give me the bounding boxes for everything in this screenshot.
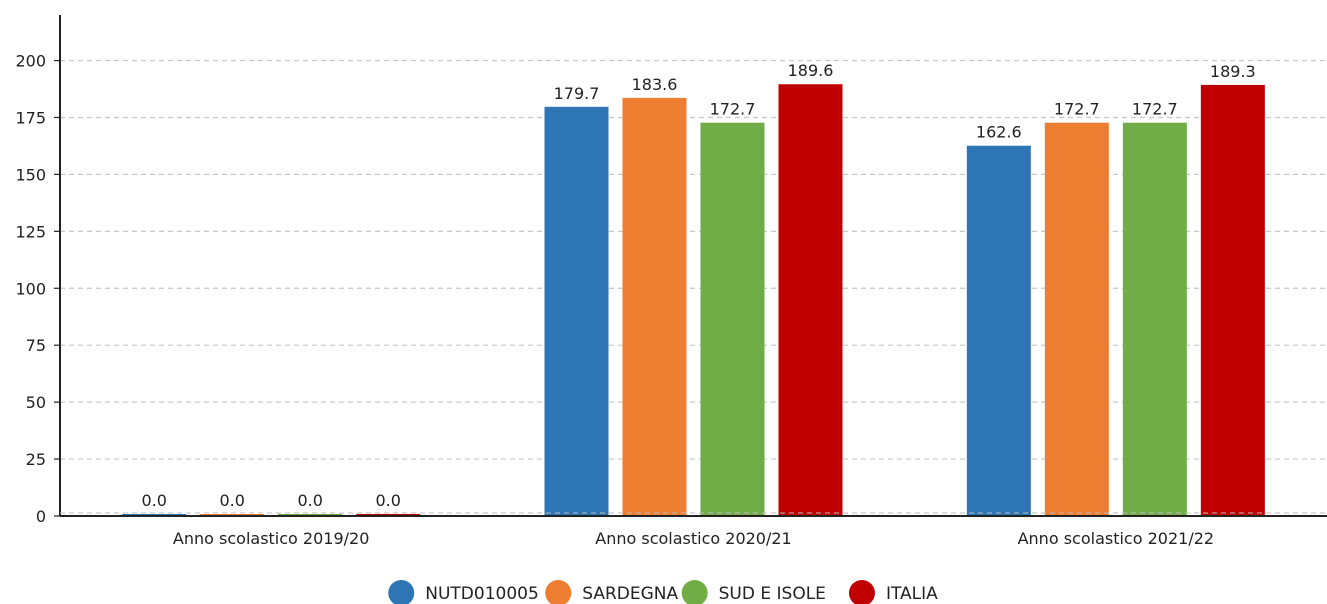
data-labels: 0.0 0.0 0.0 0.0 179.7 183.6 172.7 189.6 162.6 172… <box>141 61 1255 510</box>
y-tick-label: 50 <box>26 393 46 412</box>
data-label: 0.0 <box>297 491 322 510</box>
y-tick-label: 200 <box>15 52 46 71</box>
y-tick-label: 75 <box>26 336 46 355</box>
data-label: 189.6 <box>788 61 834 80</box>
legend-label: SUD E ISOLE <box>719 584 826 604</box>
bar-nutd010005 <box>544 106 609 516</box>
legend: NUTD010005 SARDEGNA SUD E ISOLE ITALIA <box>388 580 938 604</box>
bar-sud-e-isole <box>700 122 765 516</box>
bar-sardegna <box>622 97 687 516</box>
data-label: 0.0 <box>141 491 166 510</box>
x-axis-categories: Anno scolastico 2019/20 Anno scolastico 2… <box>173 529 1214 548</box>
legend-label: SARDEGNA <box>582 584 678 604</box>
data-label: 0.0 <box>219 491 244 510</box>
y-tick-label: 0 <box>36 507 46 526</box>
data-label: 172.7 <box>1054 100 1100 119</box>
data-label: 162.6 <box>976 123 1022 142</box>
y-axis-ticks: 0 25 50 75 100 125 150 175 200 <box>15 52 60 526</box>
x-category-label: Anno scolastico 2020/21 <box>595 529 791 548</box>
data-label: 189.3 <box>1210 62 1256 81</box>
x-category-label: Anno scolastico 2021/22 <box>1018 529 1214 548</box>
y-tick-label: 150 <box>15 165 46 184</box>
bar-italia <box>1200 84 1265 517</box>
legend-label: ITALIA <box>886 584 938 604</box>
y-tick-label: 25 <box>26 450 46 469</box>
legend-swatch <box>848 580 875 604</box>
x-category-label: Anno scolastico 2019/20 <box>173 529 369 548</box>
bar-sud-e-isole <box>1122 122 1187 516</box>
bar-nutd010005 <box>966 145 1031 516</box>
y-tick-label: 125 <box>15 222 46 241</box>
data-label: 172.7 <box>1132 100 1178 119</box>
bars <box>122 84 1265 517</box>
y-tick-label: 175 <box>15 108 46 127</box>
y-tick-label: 100 <box>15 279 46 298</box>
legend-swatch <box>388 580 415 604</box>
data-label: 0.0 <box>375 491 400 510</box>
data-label: 183.6 <box>632 75 678 94</box>
legend-label: NUTD010005 <box>425 584 539 604</box>
bar-sardegna <box>1044 122 1109 516</box>
axes <box>59 15 1327 517</box>
grid-lines <box>60 59 1327 517</box>
data-label: 179.7 <box>554 84 600 103</box>
bar-italia <box>778 84 843 516</box>
legend-swatch <box>681 580 708 604</box>
data-label: 172.7 <box>710 100 756 119</box>
legend-swatch <box>545 580 572 604</box>
